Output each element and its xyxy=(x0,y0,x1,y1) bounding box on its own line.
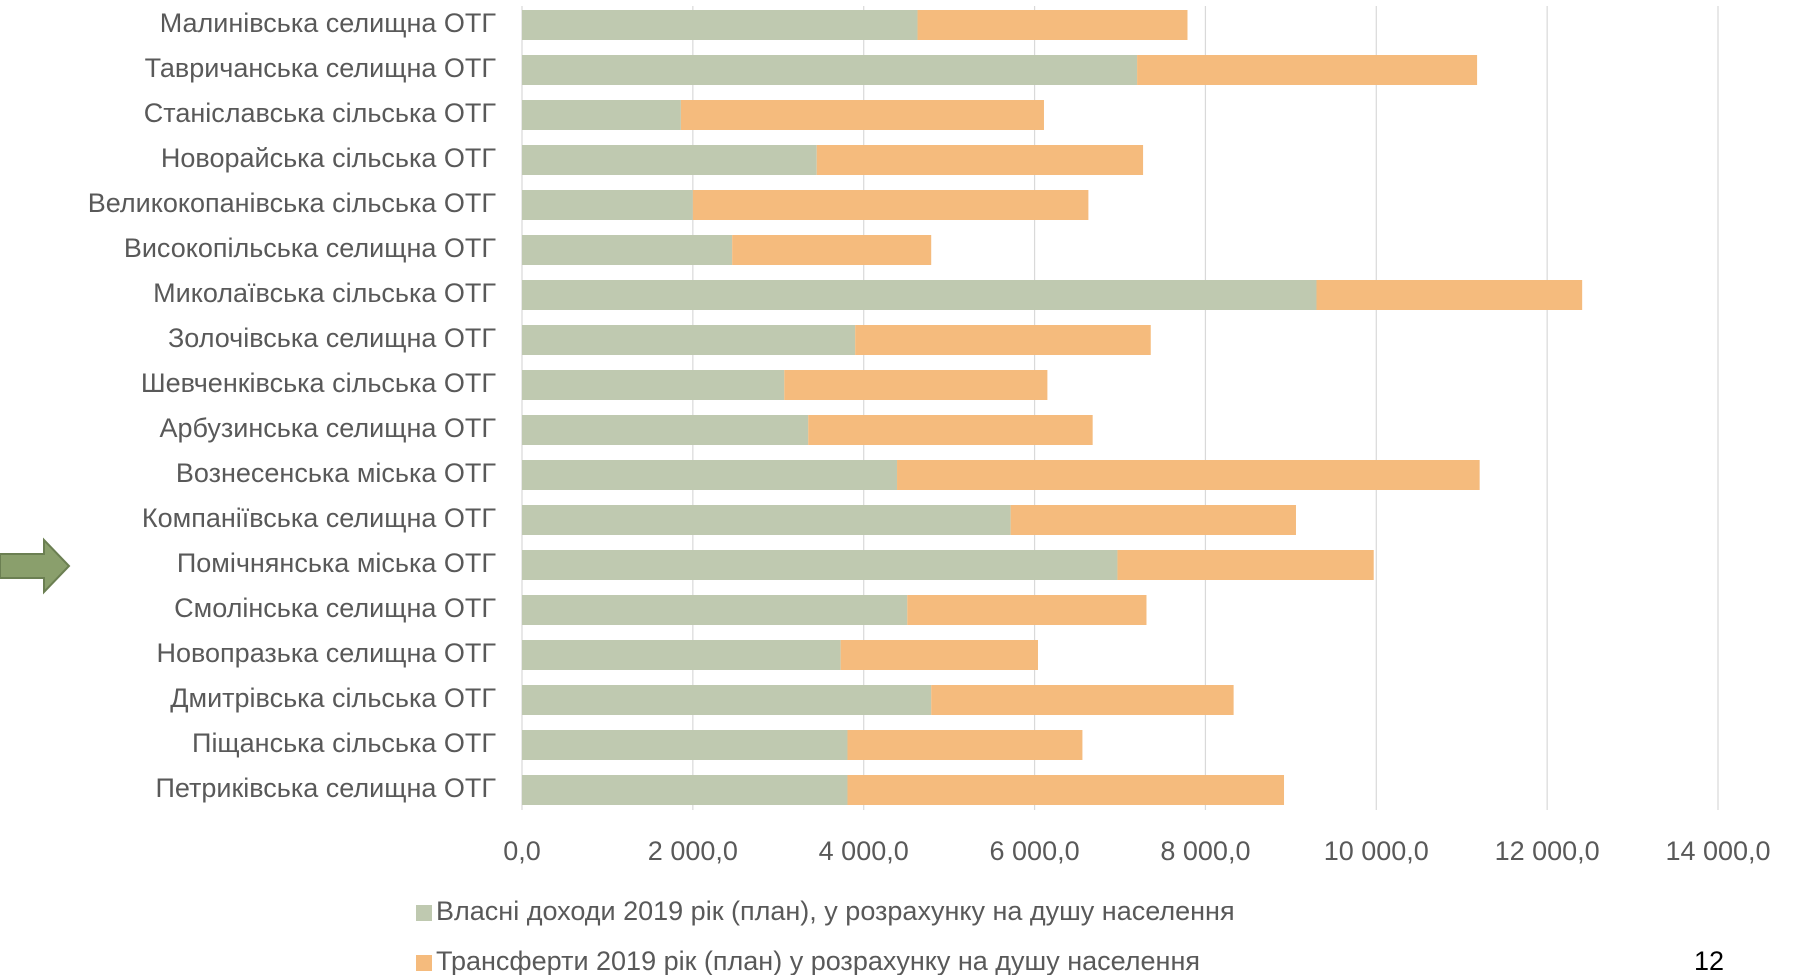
bar-segment xyxy=(680,100,1044,130)
bar-segment xyxy=(917,10,1188,40)
x-tick-label: 4 000,0 xyxy=(819,836,909,866)
bar-segment xyxy=(897,460,1480,490)
bar-segment xyxy=(907,595,1147,625)
x-tick-label: 0,0 xyxy=(503,836,541,866)
bar-segment xyxy=(522,415,809,445)
legend-label: Трансферти 2019 рік (план) у розрахунку … xyxy=(436,946,1200,975)
bar-segment xyxy=(1117,550,1374,580)
y-tick-label: Піщанська сільська ОТГ xyxy=(192,728,496,758)
bar-segment xyxy=(522,595,908,625)
bar-segment xyxy=(855,325,1151,355)
bar-segment xyxy=(522,460,898,490)
bar-segment xyxy=(847,775,1285,805)
bar-segment xyxy=(522,370,785,400)
y-tick-label: Вознесенська міська ОТГ xyxy=(176,458,496,488)
y-tick-label: Компаніївська селищна ОТГ xyxy=(142,503,496,533)
bar-segment xyxy=(522,730,848,760)
bar-segment xyxy=(522,145,817,175)
x-tick-label: 8 000,0 xyxy=(1160,836,1250,866)
bar-segment xyxy=(522,640,841,670)
bar-segment xyxy=(522,775,848,805)
bar-segment xyxy=(1137,55,1478,85)
x-tick-label: 10 000,0 xyxy=(1324,836,1429,866)
y-tick-label: Шевченківська сільська ОТГ xyxy=(141,368,497,398)
bar-segment xyxy=(847,730,1083,760)
y-tick-label: Петриківська селищна ОТГ xyxy=(155,773,496,803)
bar-segment xyxy=(732,235,932,265)
bar-segment xyxy=(692,190,1089,220)
y-tick-label: Новорайська сільська ОТГ xyxy=(161,143,496,173)
y-tick-label: Малинівська селищна ОТГ xyxy=(160,8,497,38)
bar-segment xyxy=(1010,505,1296,535)
bar-segment xyxy=(808,415,1093,445)
bar-segment xyxy=(816,145,1144,175)
y-tick-label: Помічнянська міська ОТГ xyxy=(177,548,497,578)
y-tick-label: Смолінська селищна ОТГ xyxy=(174,593,496,623)
bar-segment xyxy=(522,505,1011,535)
bar-segment xyxy=(522,235,733,265)
y-tick-label: Високопільська селищна ОТГ xyxy=(124,233,497,263)
legend-label: Власні доходи 2019 рік (план), у розраху… xyxy=(436,896,1235,926)
legend-swatch xyxy=(416,905,432,921)
y-tick-label: Дмитрівська сільська ОТГ xyxy=(170,683,496,713)
x-tick-label: 12 000,0 xyxy=(1495,836,1600,866)
legend-swatch xyxy=(416,955,432,971)
x-tick-label: 2 000,0 xyxy=(648,836,738,866)
bar-segment xyxy=(522,325,856,355)
bar-segment xyxy=(1316,280,1583,310)
y-tick-label: Арбузинська селищна ОТГ xyxy=(160,413,497,443)
bar-segment xyxy=(522,55,1138,85)
y-tick-label: Великокопанівська сільська ОТГ xyxy=(88,188,497,218)
bar-segment xyxy=(784,370,1048,400)
bar-segment xyxy=(931,685,1234,715)
bar-segment xyxy=(522,280,1317,310)
y-tick-label: Золочівська селищна ОТГ xyxy=(168,323,496,353)
bar-segment xyxy=(522,190,693,220)
x-tick-label: 6 000,0 xyxy=(990,836,1080,866)
y-tick-label: Станіславська сільська ОТГ xyxy=(144,98,497,128)
y-tick-label: Миколаївська сільська ОТГ xyxy=(153,278,496,308)
x-tick-label: 14 000,0 xyxy=(1665,836,1770,866)
bar-segment xyxy=(522,550,1118,580)
bar-segment xyxy=(840,640,1038,670)
bar-segment xyxy=(522,100,681,130)
bar-segment xyxy=(522,685,932,715)
y-tick-label: Новопразька селищна ОТГ xyxy=(156,638,496,668)
arrow xyxy=(0,537,71,595)
bar-segment xyxy=(522,10,918,40)
y-tick-label: Тавричанська селищна ОТГ xyxy=(145,53,497,83)
page-number: 12 xyxy=(1694,946,1724,975)
